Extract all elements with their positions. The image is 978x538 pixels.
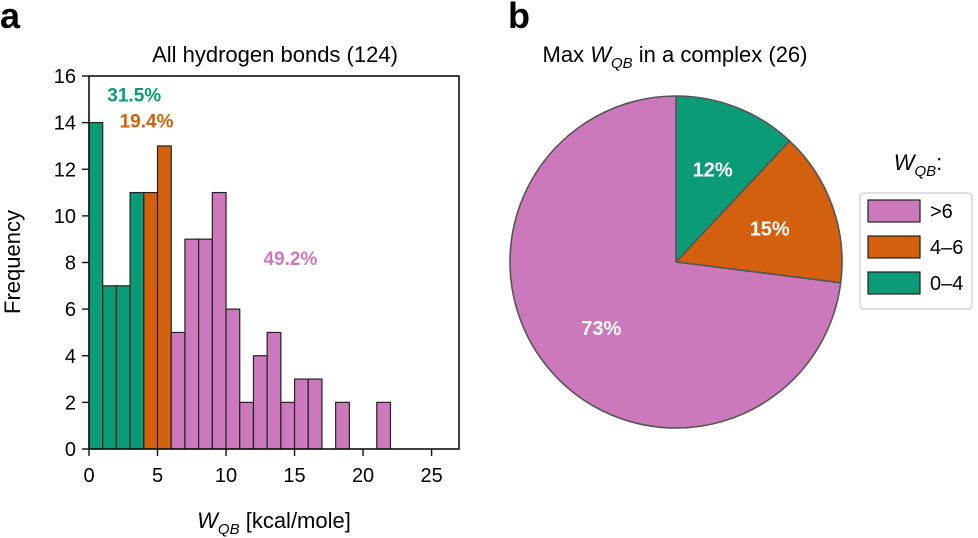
histogram-title: All hydrogen bonds (124) <box>152 42 398 67</box>
pie-title-suffix: in a complex (26) <box>633 42 808 67</box>
legend-title-subscript: QB <box>914 163 936 180</box>
histogram-bar <box>129 191 145 450</box>
y-tick-label: 2 <box>65 392 76 414</box>
pie-title-subscript: QB <box>611 55 633 72</box>
histogram-bar <box>115 285 131 450</box>
pie-slice <box>675 95 791 263</box>
pie-slice-label: 12% <box>693 159 733 181</box>
histogram-bar <box>225 308 241 450</box>
y-tick-label: 4 <box>65 346 76 368</box>
y-tick-label: 12 <box>54 159 76 181</box>
histogram-bar <box>211 191 227 450</box>
y-tick-label: 6 <box>65 299 76 321</box>
y-tick-label: 0 <box>65 439 76 461</box>
x-axis-ticks: 0 5 10 15 20 25 <box>83 449 443 487</box>
pie-slice-label: 73% <box>581 318 621 340</box>
pie-slice <box>509 95 842 429</box>
pie-slice-label: 15% <box>750 218 790 240</box>
legend-entry-label: 0–4 <box>930 273 963 295</box>
y-tick-label: 10 <box>54 206 76 228</box>
legend-title-suffix: : <box>936 150 942 175</box>
y-axis-label: Frequency <box>0 210 25 314</box>
panel-label-a: a <box>0 0 21 36</box>
pie-legend: WQB: >6 4–6 0–4 <box>859 150 973 310</box>
legend-title: WQB: <box>894 150 943 180</box>
histogram-bar <box>88 122 104 450</box>
legend-title-symbol: W <box>894 150 917 175</box>
y-tick-label: 8 <box>65 253 76 275</box>
legend-swatch <box>867 199 921 223</box>
histogram-bar <box>156 145 172 450</box>
histogram-percent-label: 19.4% <box>120 111 174 132</box>
histogram-bar <box>170 331 186 450</box>
histogram-bar <box>266 331 282 450</box>
panel-label-b: b <box>508 0 530 36</box>
y-tick-label: 16 <box>54 66 76 88</box>
histogram-bar <box>252 355 268 450</box>
pie-chart: Max WQB in a complex (26) 12% 15% 73% <box>509 42 843 429</box>
legend-entry-label: >6 <box>930 201 953 223</box>
histogram-bar <box>184 238 200 450</box>
pie-title-prefix: Max <box>543 42 591 67</box>
legend-swatch <box>867 271 921 295</box>
legend-entries: >6 4–6 0–4 <box>867 199 963 295</box>
x-axis-label-symbol: W <box>197 508 220 533</box>
y-tick-label: 14 <box>54 113 76 135</box>
histogram-bar <box>307 378 323 450</box>
x-axis-label-unit: [kcal/mole] <box>240 508 351 533</box>
histogram-percent-label: 31.5% <box>107 86 161 107</box>
x-tick-label: 15 <box>283 465 305 487</box>
histogram-percent-annotations: 31.5% 19.4% 49.2% <box>107 86 317 270</box>
pie-slice <box>675 140 843 284</box>
pie-title-symbol: W <box>590 42 613 67</box>
pie-title: Max WQB in a complex (26) <box>543 42 808 72</box>
pie-slice-labels: 12% 15% 73% <box>581 159 790 339</box>
histogram-bar <box>143 191 159 450</box>
x-tick-label: 5 <box>152 465 163 487</box>
y-axis-ticks: 0 2 4 6 8 10 12 14 16 <box>54 66 89 461</box>
x-axis-label: WQB [kcal/mole] <box>197 508 351 538</box>
histogram-bar <box>102 285 118 450</box>
x-tick-label: 25 <box>420 465 442 487</box>
x-axis-label-subscript: QB <box>218 521 240 538</box>
histogram-percent-label: 49.2% <box>264 249 318 270</box>
histogram-bar <box>198 238 213 450</box>
legend-entry-label: 4–6 <box>930 237 963 259</box>
x-tick-label: 20 <box>352 465 374 487</box>
histogram-bar <box>280 401 296 450</box>
histogram-bar <box>376 401 392 450</box>
legend-swatch <box>867 235 921 259</box>
x-tick-label: 10 <box>215 465 237 487</box>
histogram-chart: All hydrogen bonds (124) 0 2 4 6 8 10 12 14 16 0… <box>0 42 460 538</box>
histogram-bars <box>88 122 392 450</box>
histogram-bar <box>335 401 350 450</box>
histogram-bar <box>293 378 309 450</box>
x-tick-label: 0 <box>83 465 94 487</box>
histogram-bar <box>239 401 255 450</box>
pie-slices <box>509 95 843 429</box>
